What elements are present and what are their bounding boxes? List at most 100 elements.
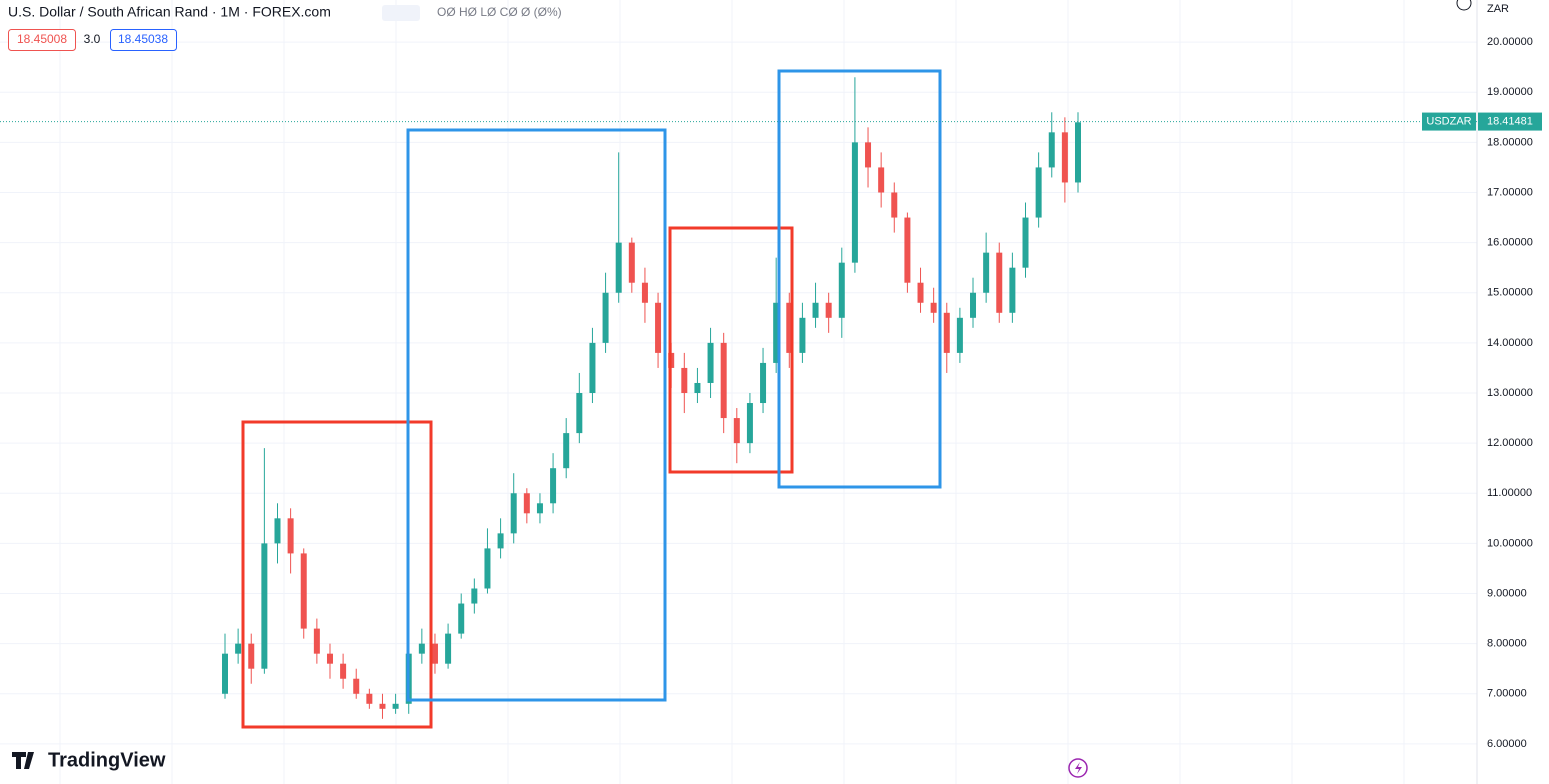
events-icon[interactable] [1068, 758, 1088, 778]
candle-body [851, 142, 858, 263]
red-box [241, 420, 433, 729]
candle-body [1035, 167, 1042, 218]
candle-body [812, 302, 819, 318]
candle-body [786, 302, 793, 353]
blue-box [777, 69, 942, 489]
price-axis: 6.00000 7.00000 8.00000 9.00000 10.00000 11.0… [1487, 36, 1533, 750]
candle-body [445, 633, 452, 664]
candle-body [313, 628, 320, 654]
y-tick-label: 13.00000 [1487, 387, 1533, 399]
candle-body [707, 342, 714, 383]
candle-body [773, 302, 780, 363]
candle-body [1009, 267, 1016, 313]
spread: 3.0 [84, 32, 101, 46]
candle-body [563, 433, 570, 469]
candle-body [287, 518, 294, 554]
candle-body [366, 693, 373, 704]
candle-body [458, 603, 465, 634]
candle-body [943, 312, 950, 353]
y-tick-label: 8.00000 [1487, 638, 1527, 650]
candle-body [681, 367, 688, 394]
candle-body [996, 252, 1003, 313]
brand: TradingView [48, 749, 166, 771]
candle-body [720, 342, 727, 419]
candle-body [484, 548, 491, 589]
candle-body [1061, 132, 1068, 183]
add-button[interactable] [1456, 0, 1472, 11]
candle-body [615, 242, 622, 293]
candle-body [641, 282, 648, 303]
y-tick-label: 6.00000 [1487, 738, 1527, 750]
logo [12, 752, 34, 769]
candle-body [733, 418, 740, 444]
candle-body [576, 393, 583, 434]
ask: 18.45038 [118, 32, 168, 46]
toggle[interactable] [382, 5, 420, 21]
candle-body [865, 142, 872, 168]
candle-body [274, 518, 281, 544]
candle-body [510, 493, 517, 534]
candle-body [392, 703, 399, 709]
candle-body [904, 217, 911, 283]
y-tick-label: 18.00000 [1487, 136, 1533, 148]
candle-body [248, 643, 255, 669]
currency[interactable]: ZAR [1487, 3, 1509, 15]
candles [222, 77, 1081, 719]
candle-body [550, 468, 557, 504]
y-tick-label: 20.00000 [1487, 36, 1533, 48]
candle-body [983, 252, 990, 293]
y-tick-label: 9.00000 [1487, 587, 1527, 599]
sell-box[interactable] [8, 29, 76, 51]
candle-body [353, 678, 360, 694]
candle-body [326, 653, 333, 664]
y-tick-label: 15.00000 [1487, 287, 1533, 299]
candle-body [523, 493, 530, 514]
ohlc: OØ HØ LØ CØ Ø (Ø%) [437, 5, 562, 19]
y-tick-label: 16.00000 [1487, 237, 1533, 249]
events-bolt [1075, 762, 1082, 774]
blue-box [406, 128, 667, 702]
y-tick-label: 17.00000 [1487, 186, 1533, 198]
bid: 18.45008 [17, 32, 67, 46]
y-tick-label: 12.00000 [1487, 437, 1533, 449]
candle-body [799, 317, 806, 353]
candle-body [838, 262, 845, 318]
chart-title: U.S. Dollar / South African Rand · 1M · … [8, 4, 331, 20]
y-tick-label: 10.00000 [1487, 537, 1533, 549]
symbol: USDZAR [1426, 115, 1471, 127]
candle-body [300, 553, 307, 629]
candle-body [536, 503, 543, 514]
candle-body [760, 362, 767, 404]
candle-body [878, 167, 885, 193]
candle-body [930, 302, 937, 313]
y-tick-label: 14.00000 [1487, 337, 1533, 349]
candle-body [379, 703, 386, 709]
symbol-box [1422, 112, 1476, 131]
candle-body [694, 382, 701, 394]
buy-box[interactable] [110, 29, 177, 51]
candle-body [471, 588, 478, 604]
y-tick-label: 11.00000 [1487, 487, 1532, 499]
candle-body [956, 317, 963, 353]
candle-body [497, 533, 504, 549]
candle-body [917, 282, 924, 303]
candle-body [970, 292, 977, 318]
candle-body [1048, 132, 1055, 168]
red-box [668, 226, 794, 474]
candle-body [1022, 217, 1029, 268]
grid [0, 0, 1477, 784]
last-price-box [1478, 112, 1542, 131]
candle-body [431, 643, 438, 664]
candle-body [746, 403, 753, 444]
candle-body [628, 242, 635, 283]
candle-body [891, 192, 898, 218]
candle-body [261, 543, 268, 669]
candle-body [825, 302, 832, 318]
candle-body [1075, 122, 1081, 183]
candle-body [235, 643, 242, 654]
y-tick-label: 7.00000 [1487, 688, 1527, 700]
candle-body [655, 302, 662, 353]
candle-body [589, 342, 596, 394]
last-price: 18.41481 [1487, 115, 1533, 127]
